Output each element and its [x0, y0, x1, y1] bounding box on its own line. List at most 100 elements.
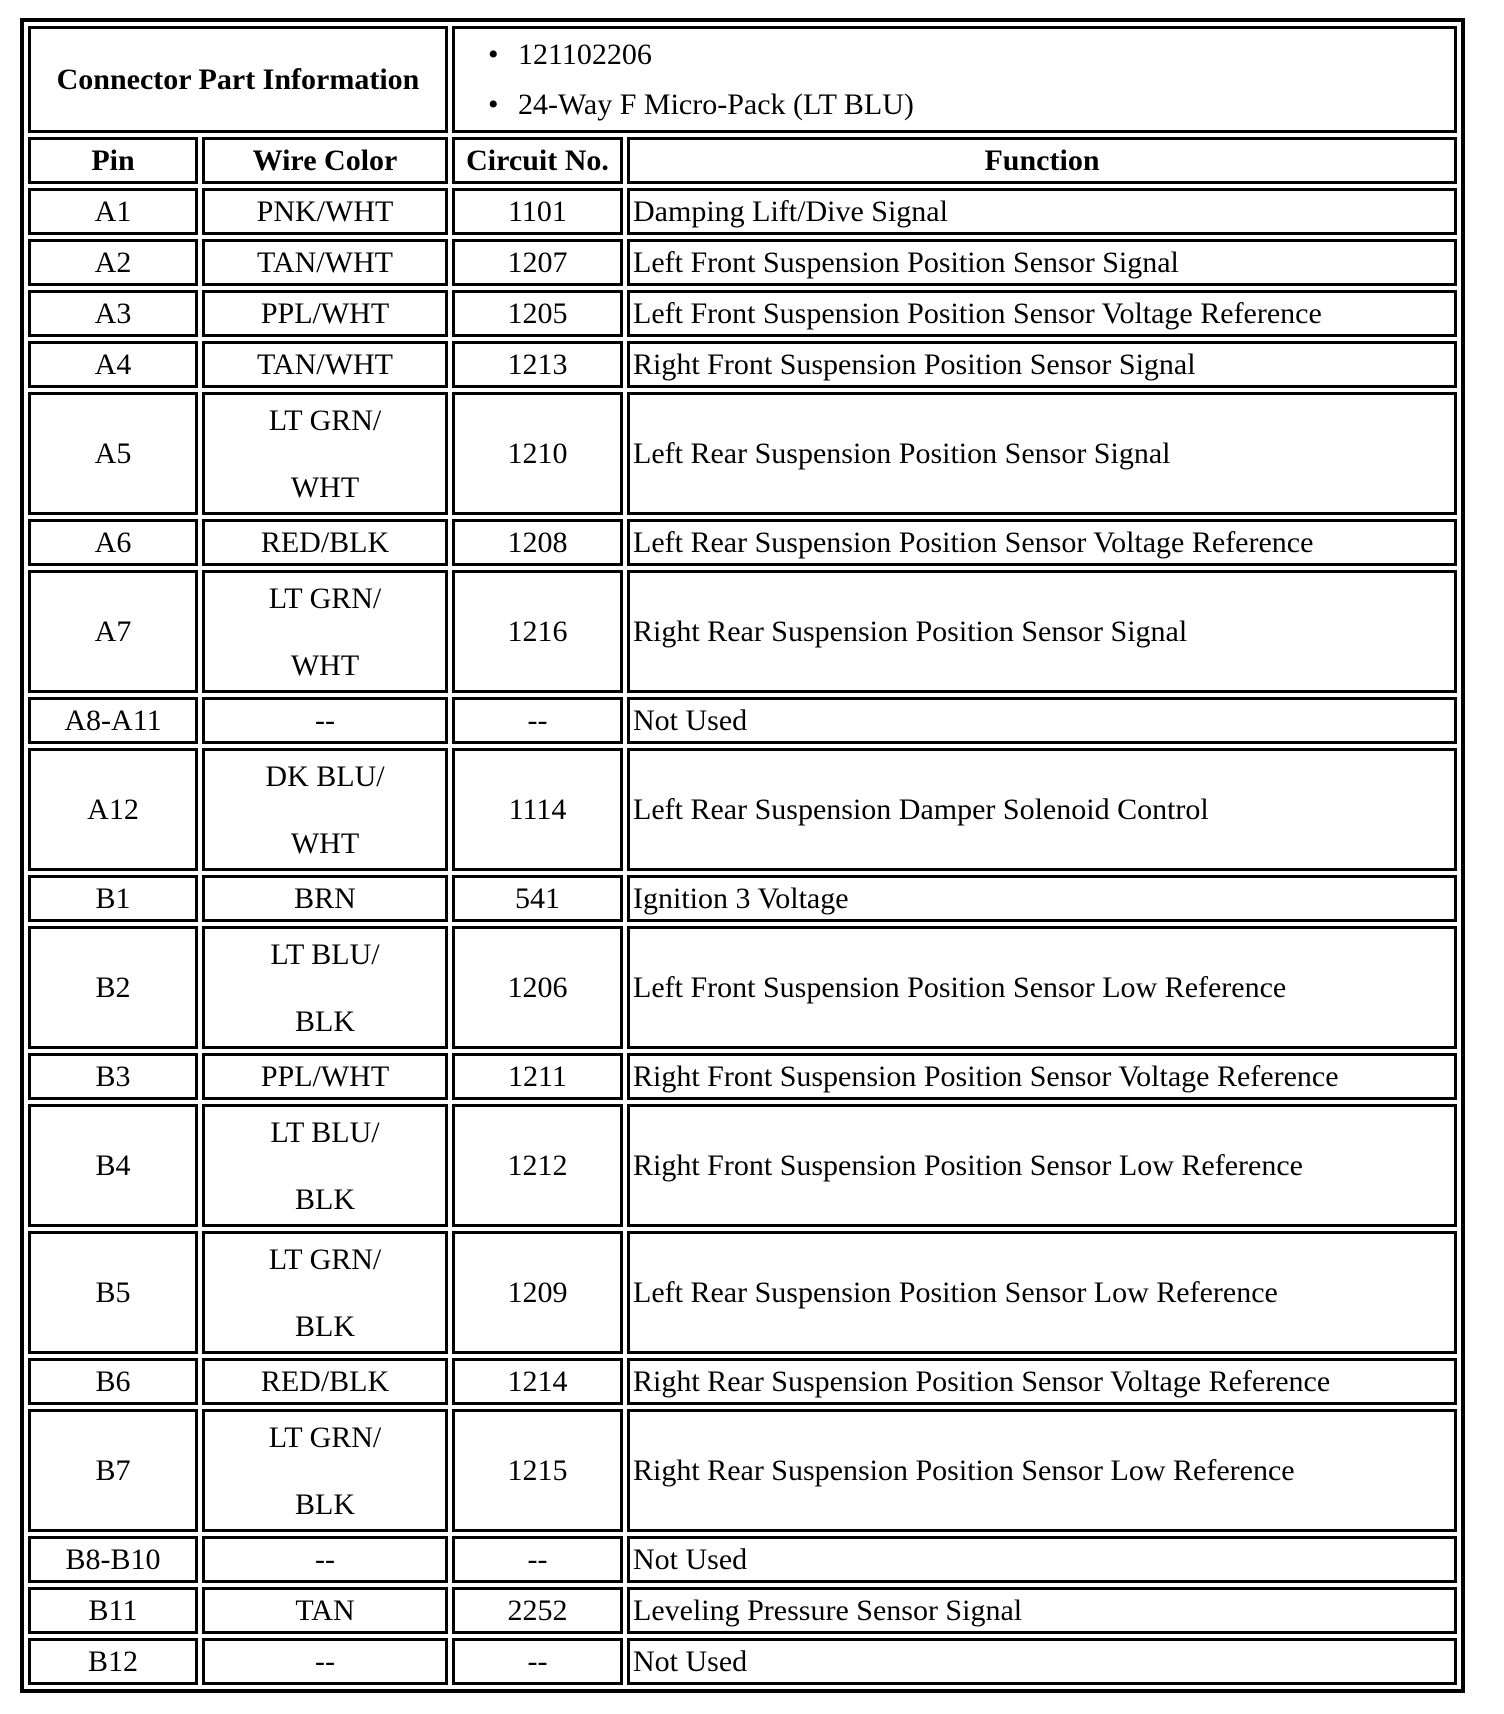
circuit-cell: 1209 [452, 1231, 623, 1354]
wire-color-text: RED/BLK [260, 1365, 390, 1398]
function-cell: Right Rear Suspension Position Sensor Vo… [627, 1358, 1457, 1405]
pin-cell: A8-A11 [28, 697, 198, 744]
pin-cell: B8-B10 [28, 1536, 198, 1583]
table-row: B8-B10 -- -- Not Used [28, 1536, 1457, 1583]
wire-color-text: RED/BLK [260, 526, 390, 559]
header-wire-color: Wire Color [202, 137, 448, 184]
wire-color-text: DK BLU/ [265, 759, 385, 793]
table-row: B11 TAN 2252 Leveling Pressure Sensor Signa… [28, 1587, 1457, 1634]
wire-color-text: PPL/WHT [260, 297, 390, 330]
circuit-cell: 1205 [452, 290, 623, 337]
pin-cell: A5 [28, 392, 198, 515]
connector-info-label: Connector Part Information [28, 26, 448, 133]
wire-color-cell: -- [202, 1638, 448, 1685]
wire-color-text: -- [315, 704, 335, 737]
pin-cell: B2 [28, 926, 198, 1049]
pin-cell: B4 [28, 1104, 198, 1227]
wire-color-cell: -- [202, 697, 448, 744]
wire-color-text: WHT [290, 826, 360, 860]
pin-cell: A4 [28, 341, 198, 388]
circuit-cell: 1215 [452, 1409, 623, 1532]
circuit-cell: 1207 [452, 239, 623, 286]
wire-color-cell: TAN/WHT [202, 341, 448, 388]
circuit-cell: 1216 [452, 570, 623, 693]
function-cell: Leveling Pressure Sensor Signal [627, 1587, 1457, 1634]
function-cell: Right Front Suspension Position Sensor S… [627, 341, 1457, 388]
function-cell: Not Used [627, 697, 1457, 744]
table-row: A8-A11 -- -- Not Used [28, 697, 1457, 744]
wire-color-cell: LT GRN/BLK [202, 1231, 448, 1354]
wire-color-cell: DK BLU/WHT [202, 748, 448, 871]
header-function: Function [627, 137, 1457, 184]
wire-color-text: BLK [295, 1487, 355, 1521]
table-row: A3 PPL/WHT 1205 Left Front Suspension Posit… [28, 290, 1457, 337]
table-row: A5 LT GRN/WHT 1210 Left Rear Suspension Pos… [28, 392, 1457, 515]
wire-color-text: WHT [290, 470, 360, 504]
table-row: A6 RED/BLK 1208 Left Rear Suspension Positi… [28, 519, 1457, 566]
circuit-cell: -- [452, 697, 623, 744]
wire-color-cell: -- [202, 1536, 448, 1583]
table-row: B5 LT GRN/BLK 1209 Left Rear Suspension Pos… [28, 1231, 1457, 1354]
function-cell: Ignition 3 Voltage [627, 875, 1457, 922]
function-cell: Right Rear Suspension Position Sensor Si… [627, 570, 1457, 693]
circuit-cell: 1114 [452, 748, 623, 871]
connector-pinout-table: Connector Part Information 121102206 24-… [20, 18, 1465, 1693]
table-row: A12 DK BLU/WHT 1114 Left Rear Suspension Da… [28, 748, 1457, 871]
wire-color-cell: PPL/WHT [202, 1053, 448, 1100]
table-row: B3 PPL/WHT 1211 Right Front Suspension Posi… [28, 1053, 1457, 1100]
pin-cell: B6 [28, 1358, 198, 1405]
wire-color-cell: LT GRN/WHT [202, 570, 448, 693]
function-cell: Not Used [627, 1638, 1457, 1685]
pin-cell: A1 [28, 188, 198, 235]
circuit-cell: 1212 [452, 1104, 623, 1227]
pin-cell: B7 [28, 1409, 198, 1532]
pin-cell: B3 [28, 1053, 198, 1100]
function-cell: Right Front Suspension Position Sensor V… [627, 1053, 1457, 1100]
wire-color-text: LT GRN/ [268, 403, 382, 437]
wire-color-cell: TAN/WHT [202, 239, 448, 286]
function-cell: Left Rear Suspension Position Sensor Vol… [627, 519, 1457, 566]
wire-color-text: LT GRN/ [268, 1242, 382, 1276]
header-pin: Pin [28, 137, 198, 184]
circuit-cell: 1211 [452, 1053, 623, 1100]
wire-color-text: BRN [294, 882, 356, 915]
wire-color-text: LT BLU/ [270, 1115, 380, 1149]
pin-cell: B11 [28, 1587, 198, 1634]
wire-color-text: PNK/WHT [256, 195, 394, 228]
wire-color-cell: LT GRN/BLK [202, 1409, 448, 1532]
wire-color-text: LT GRN/ [268, 1420, 382, 1454]
pin-cell: A12 [28, 748, 198, 871]
circuit-cell: 1101 [452, 188, 623, 235]
function-cell: Not Used [627, 1536, 1457, 1583]
circuit-cell: 1213 [452, 341, 623, 388]
wire-color-cell: LT BLU/BLK [202, 926, 448, 1049]
wire-color-text: LT GRN/ [268, 581, 382, 615]
function-cell: Left Rear Suspension Position Sensor Sig… [627, 392, 1457, 515]
wire-color-cell: RED/BLK [202, 519, 448, 566]
wire-color-text: -- [315, 1645, 335, 1678]
table-row: B1 BRN 541 Ignition 3 Voltage [28, 875, 1457, 922]
wire-color-cell: PNK/WHT [202, 188, 448, 235]
circuit-cell: -- [452, 1536, 623, 1583]
wire-color-text: -- [315, 1543, 335, 1576]
pin-cell: B5 [28, 1231, 198, 1354]
wire-color-cell: RED/BLK [202, 1358, 448, 1405]
pin-cell: B1 [28, 875, 198, 922]
table-row: B2 LT BLU/BLK 1206 Left Front Suspension Po… [28, 926, 1457, 1049]
connector-info-values: 121102206 24-Way F Micro-Pack (LT BLU) [452, 26, 1457, 133]
wire-color-text: LT BLU/ [270, 937, 380, 971]
pin-cell: A6 [28, 519, 198, 566]
table-row: A4 TAN/WHT 1213 Right Front Suspension Posi… [28, 341, 1457, 388]
circuit-cell: -- [452, 1638, 623, 1685]
part-number: 121102206 [488, 30, 1451, 80]
circuit-cell: 1214 [452, 1358, 623, 1405]
table-row: B4 LT BLU/BLK 1212 Right Front Suspension P… [28, 1104, 1457, 1227]
function-cell: Right Front Suspension Position Sensor L… [627, 1104, 1457, 1227]
table-row: A1 PNK/WHT 1101 Damping Lift/Dive Signal [28, 188, 1457, 235]
wire-color-text: PPL/WHT [260, 1060, 390, 1093]
function-cell: Damping Lift/Dive Signal [627, 188, 1457, 235]
connector-description: 24-Way F Micro-Pack (LT BLU) [488, 80, 1451, 130]
function-cell: Left Rear Suspension Position Sensor Low… [627, 1231, 1457, 1354]
pin-cell: A7 [28, 570, 198, 693]
table-row: B6 RED/BLK 1214 Right Rear Suspension Posit… [28, 1358, 1457, 1405]
